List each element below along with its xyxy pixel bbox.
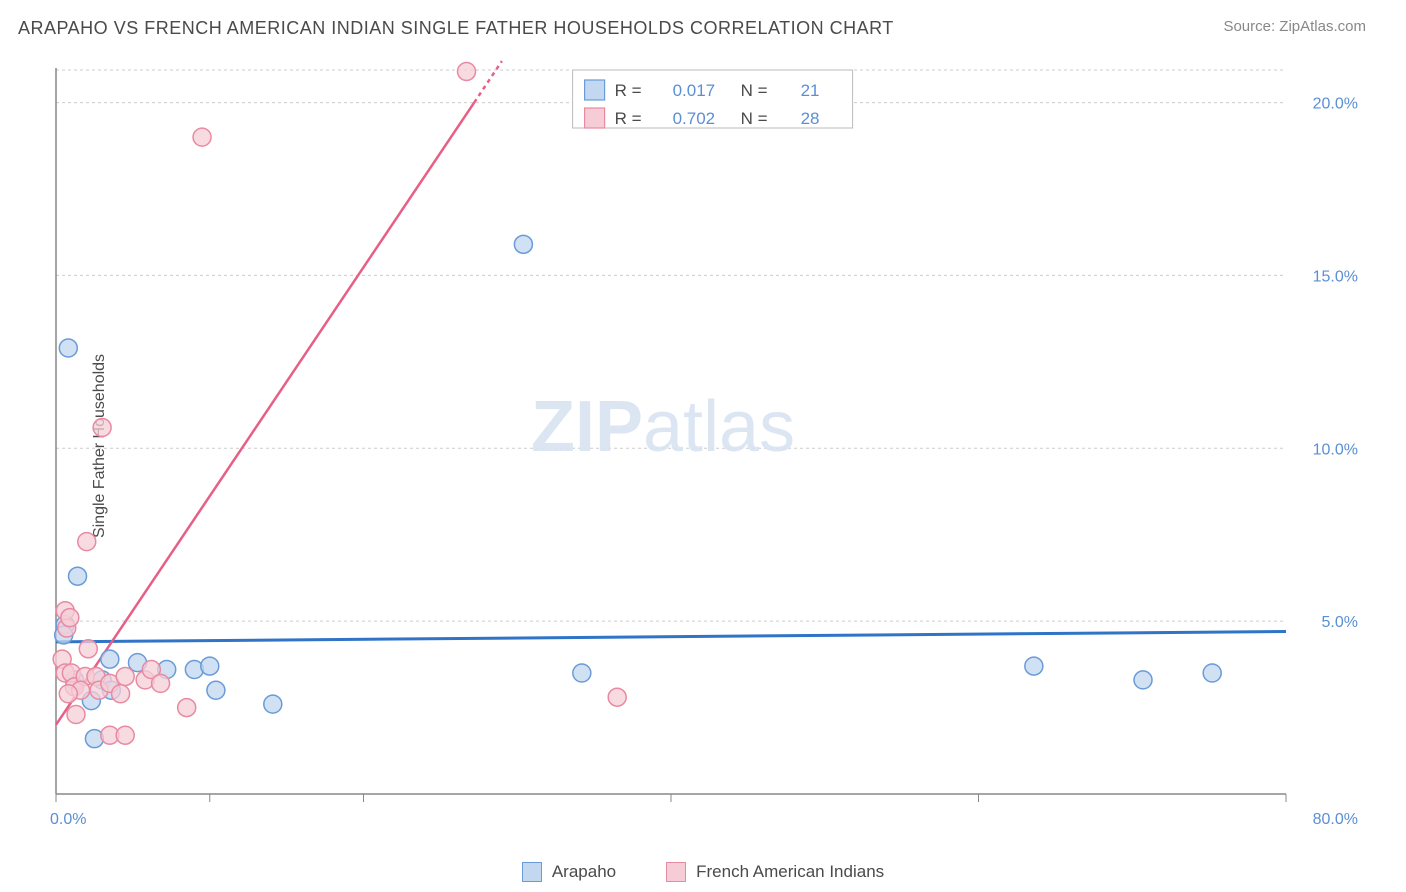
- svg-text:20.0%: 20.0%: [1313, 96, 1358, 113]
- chart-svg: 5.0% 10.0% 15.0% 20.0% 0.0% 80.0% ZIPatlas R = 0…: [50, 60, 1366, 832]
- svg-text:28: 28: [801, 109, 820, 128]
- series-legend: Arapaho French American Indians: [0, 862, 1406, 882]
- svg-text:R =: R =: [615, 109, 642, 128]
- legend-swatch-arapaho: [522, 862, 542, 882]
- svg-text:N =: N =: [741, 81, 768, 100]
- chart-container: ARAPAHO VS FRENCH AMERICAN INDIAN SINGLE…: [0, 0, 1406, 892]
- svg-text:R =: R =: [615, 81, 642, 100]
- svg-text:0.0%: 0.0%: [50, 811, 86, 828]
- legend-item-french: French American Indians: [666, 862, 884, 882]
- svg-text:0.017: 0.017: [673, 81, 716, 100]
- svg-text:0.702: 0.702: [673, 109, 716, 128]
- svg-text:ZIPatlas: ZIPatlas: [531, 387, 795, 467]
- legend-label-arapaho: Arapaho: [552, 862, 616, 882]
- legend-label-french: French American Indians: [696, 862, 884, 882]
- svg-text:N =: N =: [741, 109, 768, 128]
- plot-area: 5.0% 10.0% 15.0% 20.0% 0.0% 80.0% ZIPatlas R = 0…: [50, 60, 1366, 832]
- svg-text:5.0%: 5.0%: [1322, 614, 1358, 631]
- svg-text:21: 21: [801, 81, 820, 100]
- legend-swatch-french: [666, 862, 686, 882]
- svg-text:80.0%: 80.0%: [1313, 811, 1358, 828]
- chart-title: ARAPAHO VS FRENCH AMERICAN INDIAN SINGLE…: [18, 18, 894, 39]
- legend-item-arapaho: Arapaho: [522, 862, 616, 882]
- svg-text:10.0%: 10.0%: [1313, 441, 1358, 458]
- svg-text:15.0%: 15.0%: [1313, 268, 1358, 285]
- source-attribution: Source: ZipAtlas.com: [1223, 18, 1366, 35]
